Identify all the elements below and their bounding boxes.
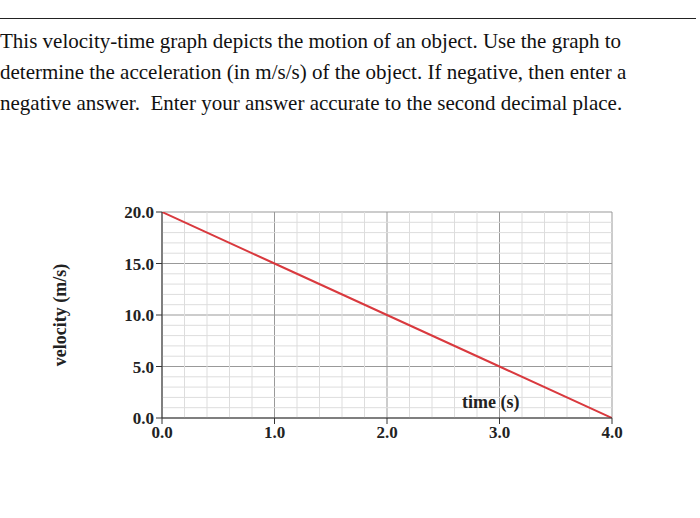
svg-text:4.0: 4.0 [601,423,622,442]
html-text:determine the acceleration (in: determine the acceleration (in m/s/s) of… [0,60,627,84]
svg-text:0.0: 0.0 [151,423,172,442]
svg-text:10.0: 10.0 [124,306,154,325]
svg-text:1.0: 1.0 [264,423,285,442]
html-text:negative answer. Enter your an: negative answer. Enter your answer accur… [0,91,623,115]
html-text:time (s): time (s) [462,392,520,412]
svg-text:0.0: 0.0 [133,409,154,428]
svg-text:15.0: 15.0 [124,255,154,274]
svg-text:20.0: 20.0 [124,203,154,222]
svg-text:velocity (m/s): velocity (m/s) [50,264,71,366]
svg-text:3.0: 3.0 [489,423,510,442]
svg-text:5.0: 5.0 [133,358,154,377]
svg-text:2.0: 2.0 [376,423,397,442]
html-text:This velocity-time graph depic: This velocity-time graph depicts the mot… [0,29,622,53]
